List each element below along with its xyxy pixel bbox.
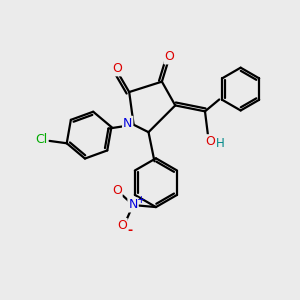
Text: O: O bbox=[117, 219, 127, 232]
Text: O: O bbox=[112, 62, 122, 75]
Text: -: - bbox=[127, 224, 132, 237]
Text: N: N bbox=[128, 199, 138, 212]
Text: N: N bbox=[123, 117, 132, 130]
Text: O: O bbox=[206, 135, 215, 148]
Text: Cl: Cl bbox=[35, 133, 47, 146]
Text: O: O bbox=[164, 50, 174, 64]
Text: +: + bbox=[137, 195, 146, 205]
Text: O: O bbox=[112, 184, 122, 196]
Text: H: H bbox=[216, 137, 225, 150]
